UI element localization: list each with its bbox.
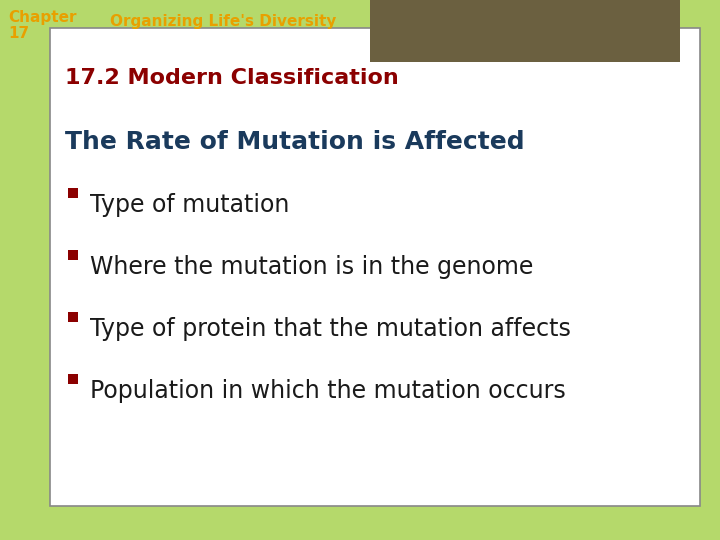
Text: Population in which the mutation occurs: Population in which the mutation occurs bbox=[90, 379, 566, 403]
Text: 17: 17 bbox=[8, 26, 29, 41]
Bar bbox=[68, 312, 78, 322]
Bar bbox=[68, 374, 78, 384]
Text: Chapter: Chapter bbox=[8, 10, 76, 25]
Bar bbox=[370, 0, 680, 62]
Text: Organizing Life's Diversity: Organizing Life's Diversity bbox=[110, 14, 336, 29]
Text: Type of protein that the mutation affects: Type of protein that the mutation affect… bbox=[90, 317, 571, 341]
Bar bbox=[68, 250, 78, 260]
Text: The Rate of Mutation is Affected: The Rate of Mutation is Affected bbox=[65, 130, 525, 154]
Bar bbox=[68, 188, 78, 198]
Text: 17.2 Modern Classification: 17.2 Modern Classification bbox=[65, 68, 399, 88]
Text: Where the mutation is in the genome: Where the mutation is in the genome bbox=[90, 255, 534, 279]
Text: Type of mutation: Type of mutation bbox=[90, 193, 289, 217]
Bar bbox=[50, 28, 700, 506]
